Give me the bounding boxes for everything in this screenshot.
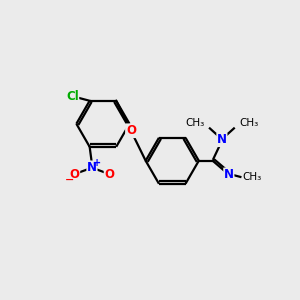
Text: N: N — [87, 161, 97, 174]
Text: CH₃: CH₃ — [243, 172, 262, 182]
Text: O: O — [70, 168, 80, 181]
Text: CH₃: CH₃ — [185, 118, 205, 128]
Text: Cl: Cl — [66, 90, 79, 103]
Text: N: N — [224, 168, 234, 181]
Text: CH₃: CH₃ — [239, 118, 259, 128]
Text: +: + — [93, 158, 101, 168]
Text: O: O — [104, 168, 114, 181]
Text: N: N — [217, 134, 227, 146]
Text: −: − — [65, 175, 74, 184]
Text: O: O — [126, 124, 136, 137]
